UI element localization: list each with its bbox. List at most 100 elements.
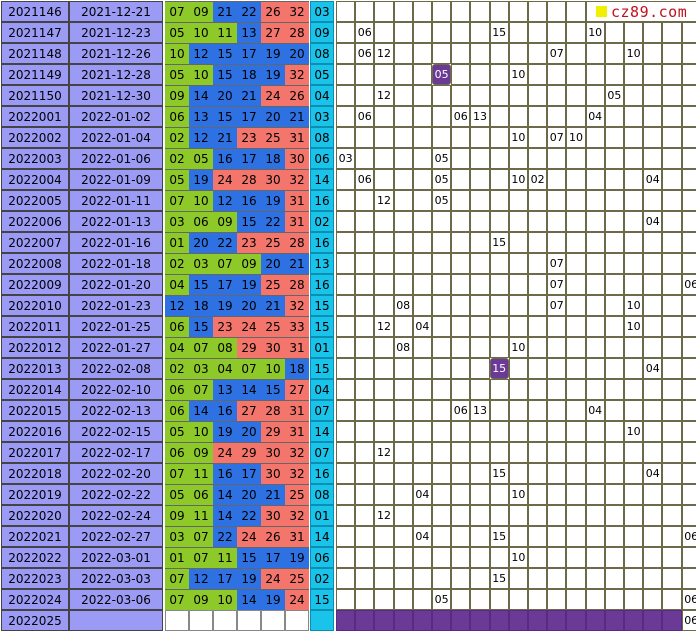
trend-cell[interactable] [585, 568, 605, 589]
trend-cell[interactable] [489, 316, 509, 337]
trend-cell[interactable] [355, 127, 375, 148]
trend-cell[interactable] [624, 106, 644, 127]
trend-cell[interactable] [374, 610, 394, 631]
trend-cell[interactable] [547, 526, 567, 547]
trend-cell[interactable] [585, 148, 605, 169]
trend-cell[interactable] [604, 232, 624, 253]
trend-cell[interactable] [624, 169, 644, 190]
trend-cell[interactable] [470, 484, 490, 505]
trend-cell[interactable] [336, 106, 356, 127]
trend-cell[interactable] [470, 337, 490, 358]
trend-cell[interactable] [528, 610, 548, 631]
trend-cell[interactable] [604, 463, 624, 484]
trend-cell[interactable] [355, 400, 375, 421]
trend-cell[interactable] [585, 127, 605, 148]
trend-cell[interactable] [374, 253, 394, 274]
trend-cell[interactable] [604, 547, 624, 568]
trend-cell[interactable] [662, 22, 682, 43]
trend-cell[interactable] [393, 1, 413, 22]
trend-cell[interactable] [566, 610, 586, 631]
trend-cell[interactable] [393, 610, 413, 631]
trend-cell[interactable] [489, 148, 509, 169]
trend-cell[interactable] [566, 337, 586, 358]
trend-cell[interactable] [393, 316, 413, 337]
trend-cell[interactable] [643, 148, 663, 169]
trend-cell[interactable] [412, 22, 432, 43]
trend-cell[interactable] [336, 232, 356, 253]
trend-mark[interactable]: 06 [355, 22, 375, 43]
trend-cell[interactable] [451, 274, 471, 295]
trend-cell[interactable] [336, 568, 356, 589]
trend-cell[interactable] [412, 337, 432, 358]
trend-cell[interactable] [604, 589, 624, 610]
trend-cell[interactable] [336, 400, 356, 421]
trend-mark[interactable]: 12 [374, 85, 394, 106]
trend-cell[interactable] [585, 43, 605, 64]
trend-cell[interactable] [336, 1, 356, 22]
trend-cell[interactable] [528, 442, 548, 463]
trend-mark[interactable]: 06 [451, 106, 471, 127]
trend-cell[interactable] [432, 505, 452, 526]
trend-cell[interactable] [547, 421, 567, 442]
trend-cell[interactable] [393, 379, 413, 400]
trend-cell[interactable] [585, 253, 605, 274]
trend-cell[interactable] [451, 253, 471, 274]
trend-cell[interactable] [451, 169, 471, 190]
trend-cell[interactable] [336, 253, 356, 274]
trend-cell[interactable] [489, 337, 509, 358]
trend-cell[interactable] [336, 421, 356, 442]
trend-cell[interactable] [393, 526, 413, 547]
trend-cell[interactable] [585, 547, 605, 568]
trend-cell[interactable] [432, 484, 452, 505]
trend-cell[interactable] [374, 526, 394, 547]
trend-cell[interactable] [624, 190, 644, 211]
trend-cell[interactable] [643, 274, 663, 295]
trend-cell[interactable] [355, 295, 375, 316]
trend-cell[interactable] [643, 64, 663, 85]
trend-cell[interactable] [585, 610, 605, 631]
trend-cell[interactable] [393, 169, 413, 190]
trend-cell[interactable] [681, 85, 696, 106]
trend-mark[interactable]: 08 [393, 337, 413, 358]
trend-cell[interactable] [681, 379, 696, 400]
trend-cell[interactable] [528, 253, 548, 274]
trend-cell[interactable] [662, 316, 682, 337]
trend-cell[interactable] [643, 316, 663, 337]
trend-mark[interactable]: 10 [624, 316, 644, 337]
trend-cell[interactable] [566, 421, 586, 442]
trend-cell[interactable] [528, 85, 548, 106]
trend-cell[interactable] [547, 463, 567, 484]
trend-cell[interactable] [662, 610, 682, 631]
trend-cell[interactable] [355, 379, 375, 400]
trend-mark[interactable]: 15 [489, 22, 509, 43]
trend-cell[interactable] [470, 568, 490, 589]
trend-cell[interactable] [585, 337, 605, 358]
trend-cell[interactable] [374, 295, 394, 316]
trend-cell[interactable] [681, 442, 696, 463]
trend-cell[interactable] [508, 442, 528, 463]
trend-cell[interactable] [528, 316, 548, 337]
trend-cell[interactable] [662, 484, 682, 505]
trend-mark[interactable]: 04 [643, 169, 663, 190]
trend-cell[interactable] [681, 337, 696, 358]
trend-cell[interactable] [451, 43, 471, 64]
trend-mark[interactable]: 04 [643, 211, 663, 232]
trend-cell[interactable] [585, 589, 605, 610]
trend-cell[interactable] [566, 85, 586, 106]
trend-mark[interactable]: 04 [585, 106, 605, 127]
trend-cell[interactable] [470, 232, 490, 253]
trend-cell[interactable] [489, 484, 509, 505]
trend-cell[interactable] [604, 190, 624, 211]
trend-cell[interactable] [508, 379, 528, 400]
trend-cell[interactable] [662, 358, 682, 379]
trend-cell[interactable] [624, 148, 644, 169]
trend-cell[interactable] [451, 358, 471, 379]
trend-cell[interactable] [355, 337, 375, 358]
trend-cell[interactable] [566, 43, 586, 64]
trend-mark[interactable]: 10 [624, 295, 644, 316]
trend-cell[interactable] [489, 1, 509, 22]
trend-cell[interactable] [566, 274, 586, 295]
trend-cell[interactable] [547, 190, 567, 211]
trend-cell[interactable] [585, 211, 605, 232]
trend-cell[interactable] [643, 127, 663, 148]
